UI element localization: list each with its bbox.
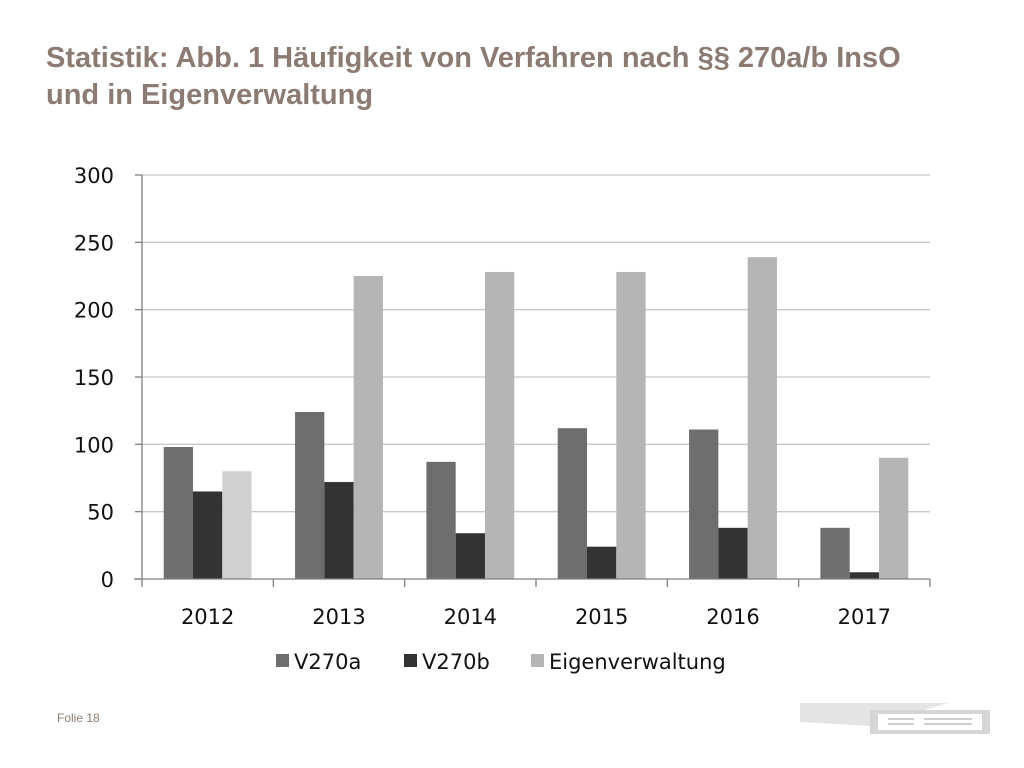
legend-swatch-v270a [276,654,289,667]
legend-label-eigenverwaltung: Eigenverwaltung [549,650,726,674]
legend-swatch-v270b [404,654,417,667]
bar-v270b-2014 [455,533,485,579]
tick-labels: 0 50 100 150 200 250 300 2012 2013 2014 2015 2016 20… [74,164,891,629]
x-tick-label: 2013 [312,605,365,629]
legend-label-v270b: V270b [422,650,490,674]
axes [134,174,931,587]
grid-lines [142,174,930,513]
x-tick-label: 2014 [444,605,497,629]
y-tick-label: 0 [101,568,114,592]
logo-icon [800,703,990,734]
slide-title: Statistik: Abb. 1 Häufigkeit von Verfahr… [46,42,901,111]
bar-v270b-2016 [718,527,748,579]
bar-v270a-2014 [426,461,456,579]
legend: V270a V270b Eigenverwaltung [276,650,726,674]
slide-footer: Folie 18 [57,711,100,725]
x-tick-label: 2012 [181,605,234,629]
y-tick-label: 50 [87,501,114,525]
x-tick-label: 2017 [838,605,891,629]
bar-v270b-2012 [193,491,223,579]
y-tick-label: 300 [74,164,114,188]
bar-v270b-2015 [587,546,617,579]
legend-swatch-eigenverwaltung [531,654,544,667]
bar-v270a-2015 [557,428,588,579]
bar-eigenverwaltung-2016 [747,257,777,579]
bar-eigenverwaltung-2015 [616,271,646,579]
bar-v270a-2013 [295,412,325,579]
bar-eigenverwaltung-2014 [484,271,515,579]
bar-v270a-2016 [689,429,719,579]
bar-v270b-2013 [324,482,354,579]
y-tick-label: 250 [74,231,114,255]
bars [163,257,909,579]
y-tick-label: 150 [74,366,114,390]
x-tick-label: 2016 [706,605,759,629]
bar-chart: 0 50 100 150 200 250 300 2012 2013 2014 2015 2016 20… [74,164,931,674]
y-tick-label: 100 [74,433,114,457]
bar-eigenverwaltung-2012 [222,471,252,579]
x-tick-label: 2015 [575,605,628,629]
bar-v270a-2012 [163,447,194,579]
bar-eigenverwaltung-2017 [878,457,909,579]
bar-v270b-2017 [849,572,879,579]
y-tick-label: 200 [74,299,114,323]
bar-v270a-2017 [820,527,850,579]
bar-eigenverwaltung-2013 [353,276,383,579]
legend-label-v270a: V270a [294,650,361,674]
